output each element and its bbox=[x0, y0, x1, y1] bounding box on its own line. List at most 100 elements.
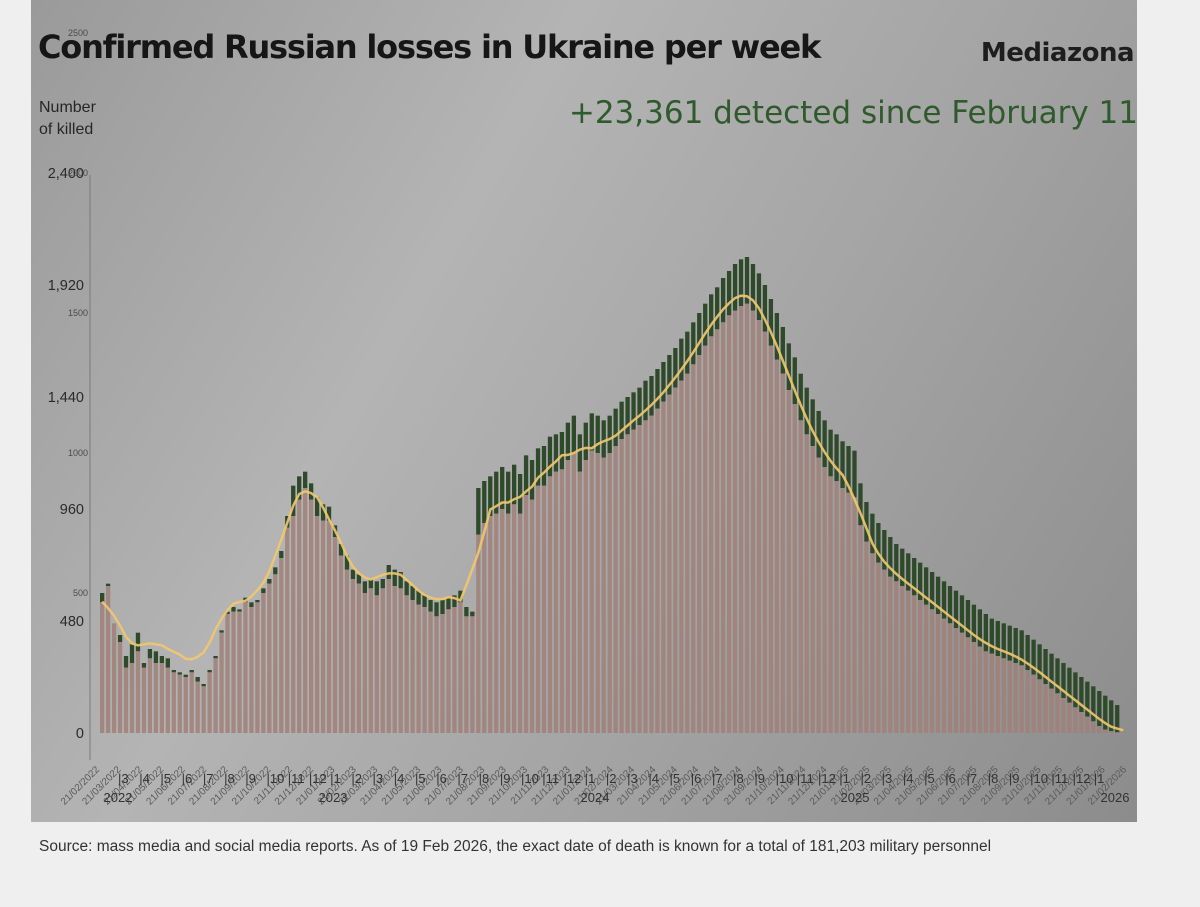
bar-total bbox=[691, 322, 696, 365]
bar bbox=[308, 499, 314, 733]
bar bbox=[416, 604, 421, 733]
bar bbox=[935, 614, 941, 733]
bar-total bbox=[165, 658, 170, 668]
bar-total bbox=[404, 581, 409, 596]
x-month-label: |7 bbox=[712, 771, 723, 786]
bar bbox=[1085, 716, 1090, 733]
bar bbox=[1043, 684, 1048, 733]
x-year-label: 2024 bbox=[581, 790, 610, 805]
bar bbox=[117, 642, 123, 733]
bar bbox=[858, 525, 863, 733]
x-month-label: |4 bbox=[648, 771, 659, 786]
bar-total bbox=[1067, 667, 1072, 703]
bar-total bbox=[906, 553, 911, 591]
bar-total bbox=[1061, 663, 1066, 698]
bar bbox=[941, 618, 947, 733]
x-month-label: |6 bbox=[691, 771, 702, 786]
bar-total bbox=[303, 471, 308, 488]
bar bbox=[482, 523, 487, 733]
bar bbox=[828, 476, 833, 733]
x-month-label: |10 bbox=[776, 771, 794, 786]
bar-total bbox=[529, 460, 535, 500]
bar bbox=[840, 488, 845, 733]
bar-total bbox=[291, 485, 296, 516]
bar-total bbox=[882, 530, 887, 570]
x-month-label: |10 bbox=[1030, 771, 1048, 786]
bar bbox=[667, 394, 672, 733]
bar bbox=[279, 558, 284, 733]
bar bbox=[243, 602, 248, 733]
bar-total bbox=[667, 355, 672, 395]
bar-total bbox=[171, 670, 176, 673]
x-month-label: |7 bbox=[457, 771, 468, 786]
bar bbox=[422, 607, 427, 733]
bar bbox=[159, 663, 165, 733]
bar bbox=[595, 453, 600, 733]
bar bbox=[780, 373, 785, 733]
bar-total bbox=[464, 607, 469, 617]
source-note: Source: mass media and social media repo… bbox=[39, 838, 992, 855]
bar-total bbox=[1055, 658, 1060, 694]
bar bbox=[601, 457, 606, 733]
bar-total bbox=[488, 476, 493, 516]
bar bbox=[768, 345, 774, 733]
bar bbox=[577, 471, 582, 733]
bar-total bbox=[923, 567, 929, 605]
x-month-label: |5 bbox=[160, 771, 171, 786]
bar-total bbox=[338, 544, 344, 556]
secondary-tick-label: 1000 bbox=[68, 448, 88, 458]
bar bbox=[685, 373, 690, 733]
bar bbox=[529, 499, 535, 733]
bar-total bbox=[607, 415, 612, 453]
bar-total bbox=[953, 590, 959, 628]
bar-total bbox=[720, 278, 726, 323]
x-month-label: |7 bbox=[203, 771, 214, 786]
bar-total bbox=[356, 574, 362, 584]
bar bbox=[434, 616, 439, 733]
bar bbox=[541, 485, 547, 733]
bar-total bbox=[834, 434, 839, 481]
bar-total bbox=[547, 436, 553, 477]
bar-total bbox=[517, 474, 523, 514]
x-month-label: |6 bbox=[436, 771, 447, 786]
bar-total bbox=[506, 471, 511, 514]
bar-total bbox=[314, 497, 320, 516]
x-month-label: |12 bbox=[309, 771, 327, 786]
bar-total bbox=[267, 579, 272, 584]
bar bbox=[1049, 688, 1054, 733]
bar-total bbox=[344, 555, 350, 570]
bar bbox=[1091, 721, 1096, 733]
bar-total bbox=[786, 343, 791, 390]
bar-total bbox=[279, 551, 284, 558]
bar-total bbox=[619, 401, 624, 439]
bar-total bbox=[135, 632, 141, 652]
bar-total bbox=[1013, 628, 1018, 663]
x-month-label: |8 bbox=[479, 771, 490, 786]
bar bbox=[464, 616, 469, 733]
bar bbox=[547, 476, 553, 733]
bar bbox=[183, 677, 188, 733]
bar bbox=[1037, 679, 1042, 733]
bar-total bbox=[894, 544, 899, 582]
bar-total bbox=[601, 420, 606, 458]
x-month-label: |11 bbox=[1051, 771, 1068, 786]
bar bbox=[559, 469, 565, 733]
bar-total bbox=[613, 408, 618, 446]
chart-title: Confirmed Russian losses in Ukraine per … bbox=[38, 28, 821, 66]
bar-total bbox=[965, 600, 971, 638]
bar-total bbox=[947, 586, 953, 624]
bar-total bbox=[565, 422, 571, 460]
bar-total bbox=[816, 411, 821, 458]
bar bbox=[792, 404, 797, 733]
bar-total bbox=[440, 600, 445, 614]
bar bbox=[177, 674, 182, 733]
bar-total bbox=[941, 581, 947, 619]
bar bbox=[147, 658, 153, 733]
trend-line bbox=[101, 294, 1124, 732]
x-month-label: |2 bbox=[860, 771, 871, 786]
bar-total bbox=[858, 483, 863, 526]
x-month-label: |11 bbox=[542, 771, 559, 786]
bar-total bbox=[105, 583, 111, 586]
x-month-label: |3 bbox=[627, 771, 638, 786]
bar-total bbox=[123, 656, 129, 668]
